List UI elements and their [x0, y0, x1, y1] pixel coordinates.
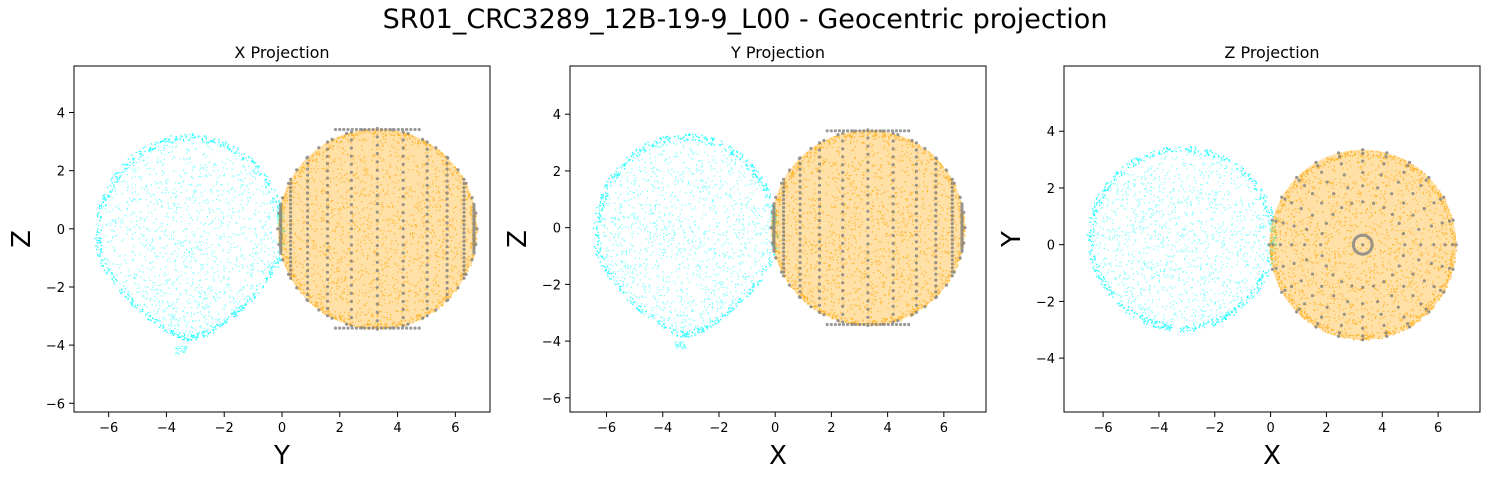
plot-area — [592, 128, 967, 349]
x-tick-label: −6 — [1094, 421, 1113, 436]
figure-title: SR01_CRC3289_12B-19-9_L00 - Geocentric p… — [382, 4, 1108, 35]
x-tick-label: 4 — [883, 421, 891, 436]
y-axis-label: Z — [503, 230, 533, 248]
x-tick-label: −4 — [1149, 421, 1168, 436]
y-tick-label: 2 — [57, 165, 65, 180]
x-tick-label: 4 — [393, 421, 401, 436]
y-tick-label: 2 — [1047, 182, 1055, 197]
y-tick-label: 0 — [1047, 239, 1055, 254]
x-axis-label: X — [1263, 441, 1281, 471]
panel-title: Z Projection — [1224, 43, 1319, 62]
grid-points — [769, 128, 967, 328]
y-tick-label: 2 — [553, 165, 561, 180]
y-tick-label: 4 — [553, 108, 561, 123]
point-cloud-tail — [674, 341, 687, 349]
x-tick-label: 0 — [278, 421, 286, 436]
y-tick-label: 0 — [57, 223, 65, 238]
x-axis-label: X — [769, 441, 787, 471]
x-tick-label: −6 — [99, 421, 118, 436]
x-tick-label: 0 — [1266, 421, 1274, 436]
grid-points — [276, 126, 479, 331]
panel-title: Y Projection — [730, 43, 825, 62]
scatter-series-1 — [1086, 145, 1277, 333]
y-tick-label: −6 — [542, 392, 561, 407]
x-tick-label: −2 — [215, 421, 234, 436]
y-tick-label: −2 — [46, 281, 65, 296]
x-tick-label: −2 — [709, 421, 728, 436]
x-axis-label: Y — [273, 441, 290, 471]
x-tick-label: 6 — [940, 421, 948, 436]
y-tick-label: 0 — [553, 222, 561, 237]
axes-frame — [1063, 65, 1481, 413]
x-tick-label: 0 — [771, 421, 779, 436]
scatter-series-2 — [769, 128, 967, 328]
x-tick-label: 6 — [1434, 421, 1442, 436]
scatter-series-1 — [592, 133, 779, 349]
point-cloud-tail — [175, 345, 188, 355]
y-tick-label: −4 — [542, 335, 561, 350]
scatter-series-2 — [1267, 148, 1458, 342]
y-tick-label: −4 — [46, 339, 65, 354]
y-axis-label: Y — [997, 231, 1027, 248]
point-cloud — [95, 134, 283, 340]
scatter-series-2 — [276, 126, 479, 331]
x-tick-label: 4 — [1378, 421, 1386, 436]
y-tick-label: 4 — [1047, 125, 1055, 140]
panel-title: X Projection — [234, 43, 329, 62]
x-tick-label: 2 — [1322, 421, 1330, 436]
x-tick-label: −6 — [597, 421, 616, 436]
y-axis-label: Z — [7, 230, 37, 248]
point-cloud — [1090, 146, 1276, 330]
y-tick-label: −6 — [46, 397, 65, 412]
x-tick-label: 2 — [827, 421, 835, 436]
x-tick-label: 6 — [451, 421, 459, 436]
y-tick-label: −2 — [542, 278, 561, 293]
y-tick-label: 4 — [57, 107, 65, 122]
point-cloud-edge — [1086, 145, 1277, 333]
panel-3: −6 −4 −2 0 2 4 6 −4 −2 0 2 4 Z Projection X Y — [997, 43, 1481, 471]
plot-area — [94, 126, 479, 355]
x-tick-label: −4 — [653, 421, 672, 436]
plot-area — [1086, 145, 1458, 342]
grid-points — [1267, 148, 1458, 342]
y-tick-label: −4 — [1036, 352, 1055, 367]
point-cloud-edge — [592, 133, 779, 338]
panel-2: −6 −4 −2 0 2 4 6 −6 −4 −2 0 2 4 Y Projection X Z — [503, 43, 987, 471]
x-tick-label: −4 — [157, 421, 176, 436]
x-tick-label: −2 — [1205, 421, 1224, 436]
axes-frame — [569, 65, 987, 413]
scatter-series-1 — [94, 133, 286, 355]
x-tick-label: 2 — [336, 421, 344, 436]
y-tick-label: −2 — [1036, 295, 1055, 310]
panel-1: −6 −4 −2 0 2 4 6 −6 −4 −2 0 2 4 X Projection Y Z — [7, 43, 491, 471]
